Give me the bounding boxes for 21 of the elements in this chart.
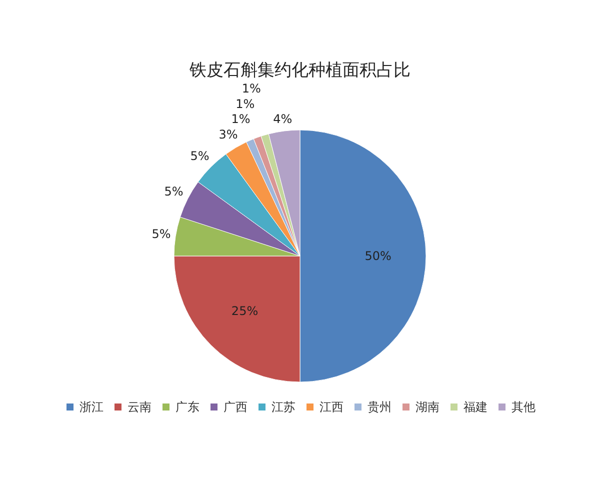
legend-label: 福建 xyxy=(464,400,488,414)
data-label: 5% xyxy=(190,148,210,163)
data-label: 5% xyxy=(164,184,184,199)
legend-label: 江苏 xyxy=(272,400,296,414)
legend-label: 云南 xyxy=(128,400,152,414)
data-label: 1% xyxy=(242,82,261,96)
legend-label: 浙江 xyxy=(80,400,104,414)
data-label: 25% xyxy=(231,304,258,318)
data-label: 50% xyxy=(364,249,392,263)
legend-label: 广东 xyxy=(176,400,200,414)
legend-label: 广西 xyxy=(224,400,248,414)
data-label: 1% xyxy=(231,112,250,126)
data-label: 4% xyxy=(273,112,292,126)
legend-label: 贵州 xyxy=(368,400,392,414)
legend-label: 江西 xyxy=(320,400,344,414)
data-label: 5% xyxy=(152,227,171,242)
legend-label: 湖南 xyxy=(416,400,440,414)
legend-label: 其他 xyxy=(512,400,536,414)
data-label: 3% xyxy=(218,128,238,142)
chart-title: 铁皮石斛集约化种植面积占比 xyxy=(188,60,410,80)
data-label: 1% xyxy=(236,96,255,111)
